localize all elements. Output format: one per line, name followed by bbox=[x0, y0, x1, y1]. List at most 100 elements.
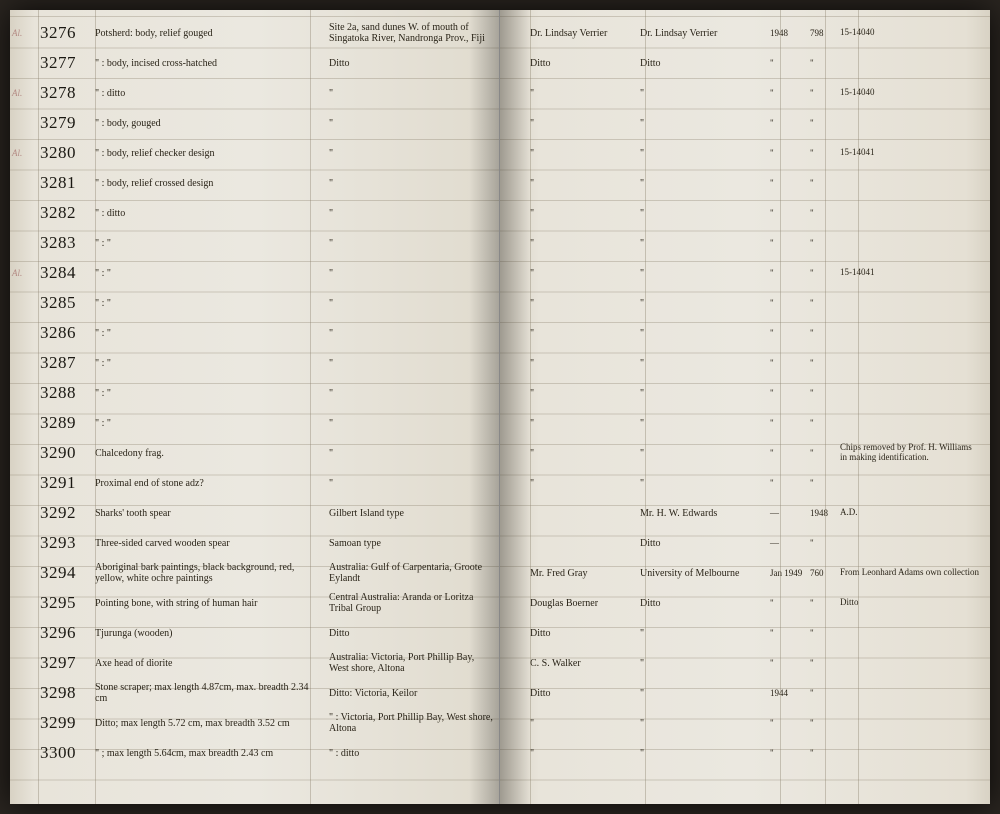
entry-date: " bbox=[770, 658, 810, 668]
entry-description: Tjurunga (wooden) bbox=[95, 628, 329, 639]
entry-collector: " bbox=[530, 178, 640, 189]
entry-locality: " bbox=[329, 418, 499, 429]
entry-description: " : body, relief checker design bbox=[95, 148, 329, 159]
entry-locality: Australia: Gulf of Carpentaria, Groote E… bbox=[329, 562, 499, 584]
entry-date: " bbox=[770, 748, 810, 758]
entry-description: Pointing bone, with string of human hair bbox=[95, 598, 329, 609]
ledger-row: Al.3280" : body, relief checker design" bbox=[10, 138, 499, 168]
entry-donor: University of Melbourne bbox=[640, 568, 770, 579]
entry-number: 3292 bbox=[40, 503, 95, 523]
entry-date: " bbox=[770, 418, 810, 428]
ledger-row: """"15-14041 bbox=[500, 138, 990, 168]
entry-donor: " bbox=[640, 658, 770, 669]
ledger-row: 3277" : body, incised cross-hatchedDitto bbox=[10, 48, 499, 78]
entry-date: " bbox=[770, 268, 810, 278]
entry-number: 3286 bbox=[40, 323, 95, 343]
entry-donor: Dr. Lindsay Verrier bbox=[640, 28, 770, 39]
ledger-row: Mr. Fred GrayUniversity of MelbourneJan … bbox=[500, 558, 990, 588]
ledger-row: 3299Ditto; max length 5.72 cm, max bread… bbox=[10, 708, 499, 738]
entry-date: " bbox=[770, 598, 810, 608]
entry-date: " bbox=[770, 118, 810, 128]
entry-description: " : body, relief crossed design bbox=[95, 178, 329, 189]
entry-collector: " bbox=[530, 238, 640, 249]
ledger-row: """" bbox=[500, 468, 990, 498]
entry-donor: " bbox=[640, 298, 770, 309]
entry-locality: " bbox=[329, 208, 499, 219]
entry-number: 3295 bbox=[40, 593, 95, 613]
ledger-row: Ditto"1944" bbox=[500, 678, 990, 708]
ledger-row: 3298Stone scraper; max length 4.87cm, ma… bbox=[10, 678, 499, 708]
entry-date: " bbox=[770, 388, 810, 398]
entry-remarks: 15-14040 bbox=[840, 28, 980, 38]
entry-collector: " bbox=[530, 388, 640, 399]
entry-donor: " bbox=[640, 628, 770, 639]
entry-locality: Ditto bbox=[329, 628, 499, 639]
ledger-row: Al.3278" : ditto" bbox=[10, 78, 499, 108]
entry-description: " : " bbox=[95, 298, 329, 309]
margin-note: Al. bbox=[12, 28, 40, 38]
ledger-row: """"Chips removed by Prof. H. Williams i… bbox=[500, 438, 990, 468]
entry-collector: " bbox=[530, 208, 640, 219]
entry-description: Potsherd: body, relief gouged bbox=[95, 28, 329, 39]
entry-number: 3300 bbox=[40, 743, 95, 763]
ledger-row: 3281" : body, relief crossed design" bbox=[10, 168, 499, 198]
entry-date: — bbox=[770, 538, 810, 548]
margin-note: Al. bbox=[12, 148, 40, 158]
ledger-row: 3289" : "" bbox=[10, 408, 499, 438]
entry-collector: " bbox=[530, 328, 640, 339]
entry-collector: " bbox=[530, 118, 640, 129]
ledger-row: """"15-14041 bbox=[500, 258, 990, 288]
entry-description: " : body, gouged bbox=[95, 118, 329, 129]
entry-donor: " bbox=[640, 688, 770, 699]
entry-donor: " bbox=[640, 718, 770, 729]
entry-donor: " bbox=[640, 418, 770, 429]
entry-number: 3298 bbox=[40, 683, 95, 703]
entry-description: Proximal end of stone adz? bbox=[95, 478, 329, 489]
entry-description: " : " bbox=[95, 388, 329, 399]
entry-collector: " bbox=[530, 148, 640, 159]
entry-number: 3294 bbox=[40, 563, 95, 583]
entry-description: Sharks' tooth spear bbox=[95, 508, 329, 519]
entry-locality: " : ditto bbox=[329, 748, 499, 759]
ledger-row: 3296Tjurunga (wooden)Ditto bbox=[10, 618, 499, 648]
ledger-row: """" bbox=[500, 168, 990, 198]
entry-collector: Douglas Boerner bbox=[530, 598, 640, 609]
entry-date: " bbox=[770, 448, 810, 458]
entry-remarks: 15-14041 bbox=[840, 268, 980, 278]
entry-locality: Site 2a, sand dunes W. of mouth of Singa… bbox=[329, 22, 499, 44]
entry-donor: " bbox=[640, 388, 770, 399]
entry-locality: Central Australia: Aranda or Loritza Tri… bbox=[329, 592, 499, 614]
entry-locality: " bbox=[329, 118, 499, 129]
entry-number: 3278 bbox=[40, 83, 95, 103]
entry-number: 3276 bbox=[40, 23, 95, 43]
entry-description: " : ditto bbox=[95, 88, 329, 99]
entry-number: 3299 bbox=[40, 713, 95, 733]
entry-remarks: 15-14041 bbox=[840, 148, 980, 158]
ledger-row: 3300" ; max length 5.64cm, max breadth 2… bbox=[10, 738, 499, 768]
entry-collector: Ditto bbox=[530, 688, 640, 699]
entry-number: 3285 bbox=[40, 293, 95, 313]
entry-collector: " bbox=[530, 298, 640, 309]
ledger-row: Al.3284" : "" bbox=[10, 258, 499, 288]
entry-date: " bbox=[770, 628, 810, 638]
entry-remarks: 15-14040 bbox=[840, 88, 980, 98]
ledger-row: 3282" : ditto" bbox=[10, 198, 499, 228]
left-page: Al.3276Potsherd: body, relief gougedSite… bbox=[10, 10, 500, 804]
entry-donor: " bbox=[640, 208, 770, 219]
entry-remarks: Chips removed by Prof. H. Williams in ma… bbox=[840, 443, 980, 463]
entry-date: " bbox=[770, 298, 810, 308]
ledger-book: Al.3276Potsherd: body, relief gougedSite… bbox=[10, 10, 990, 804]
entry-collector: " bbox=[530, 268, 640, 279]
right-page: Dr. Lindsay VerrierDr. Lindsay Verrier19… bbox=[500, 10, 990, 804]
ledger-row: 3292Sharks' tooth spearGilbert Island ty… bbox=[10, 498, 499, 528]
ledger-row: Dr. Lindsay VerrierDr. Lindsay Verrier19… bbox=[500, 18, 990, 48]
entry-number: 3296 bbox=[40, 623, 95, 643]
ledger-row: """" bbox=[500, 228, 990, 258]
entry-donor: " bbox=[640, 88, 770, 99]
entry-locality: " bbox=[329, 148, 499, 159]
entry-remarks: From Leonhard Adams own collection bbox=[840, 568, 980, 578]
ledger-row: 3295Pointing bone, with string of human … bbox=[10, 588, 499, 618]
entry-number: 3290 bbox=[40, 443, 95, 463]
ledger-row: 3297Axe head of dioriteAustralia: Victor… bbox=[10, 648, 499, 678]
ledger-row: 3291Proximal end of stone adz?" bbox=[10, 468, 499, 498]
